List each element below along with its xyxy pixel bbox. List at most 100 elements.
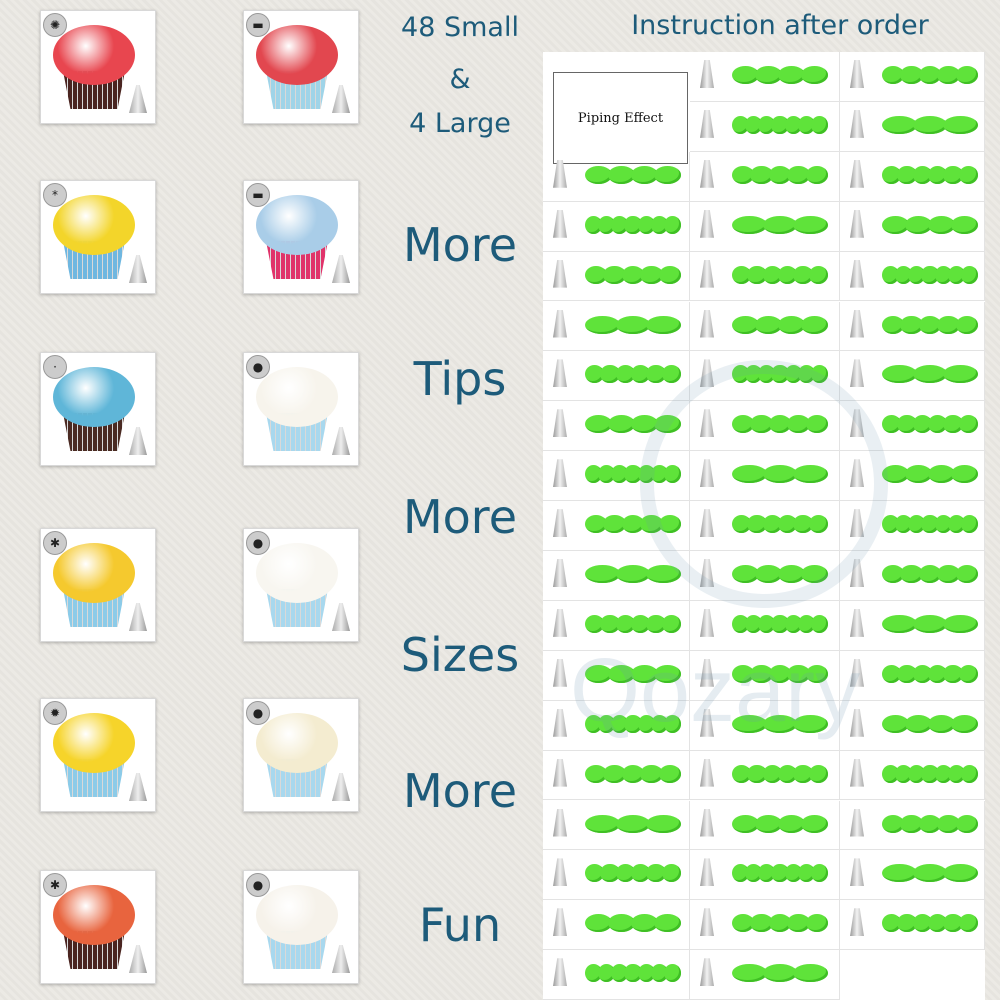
piping-tip-cell [690,451,840,502]
frosting [53,885,135,945]
piping-sample [882,465,978,484]
piping-sample [882,265,978,284]
nozzle-icon [129,255,147,283]
piping-sample [882,66,978,84]
nozzle-icon [553,958,567,987]
piping-tip-cell [690,251,840,302]
piping-sample [732,664,828,683]
piping-tip-cell [840,401,985,452]
cupcake-photo: ● [243,528,359,642]
frosting [256,543,338,603]
piping-sample [585,515,681,534]
nozzle-icon [129,603,147,631]
nozzle-icon [850,209,864,238]
cupcake-photo: ▬ [243,180,359,294]
cupcake-photo: ▬ [243,10,359,124]
nozzle-icon [553,209,567,238]
nozzle-icon [553,309,567,338]
frosting [53,713,135,773]
piping-tip-cell [543,800,690,851]
piping-sample [585,914,681,933]
piping-tip-cell [543,900,690,951]
nozzle-icon [850,758,864,787]
nozzle-icon [700,459,714,488]
nozzle-icon [700,60,714,88]
nozzle-icon [553,808,567,837]
tip-shape-icon: ✱ [43,531,67,555]
piping-tip-cell [840,201,985,252]
piping-tip-cell [690,700,840,751]
cupcake-photo: * [40,180,156,294]
nozzle-icon [553,658,567,687]
cupcake-photo: ✱ [40,870,156,984]
word-fun: Fun [418,898,502,952]
nozzle-icon [850,808,864,837]
piping-tip-cell [543,650,690,701]
nozzle-icon [553,459,567,488]
tip-shape-icon: ● [246,531,270,555]
piping-tip-cell [543,501,690,551]
nozzle-icon [700,309,714,338]
nozzle-icon [332,255,350,283]
nozzle-icon [700,958,714,987]
piping-tip-cell [840,101,985,152]
nozzle-icon [700,109,714,138]
piping-sample [585,664,681,683]
tip-shape-icon: ▬ [246,13,270,37]
piping-sample [585,565,681,583]
piping-tip-cell [543,201,690,252]
piping-tip-cell [840,151,985,202]
nozzle-icon [553,559,567,587]
piping-effect-chart: Piping Effect [543,52,985,1000]
nozzle-icon [332,945,350,973]
nozzle-icon [553,608,567,637]
nozzle-icon [850,658,864,687]
nozzle-icon [553,708,567,737]
piping-sample [585,365,681,384]
piping-sample [585,165,681,184]
piping-tip-cell [690,600,840,651]
tip-shape-icon: ● [246,873,270,897]
nozzle-icon [700,658,714,687]
piping-sample [882,864,978,883]
cupcake-photo: · [40,352,156,466]
headline-large-count: 4 Large [409,108,511,139]
nozzle-icon [553,409,567,438]
piping-sample [882,515,978,534]
nozzle-icon [850,359,864,388]
nozzle-icon [700,908,714,937]
piping-tip-cell [840,501,985,551]
headline-small-count: 48 Small [401,12,519,43]
nozzle-icon [332,85,350,113]
nozzle-icon [129,85,147,113]
piping-tip-cell [840,52,985,102]
piping-sample [585,864,681,883]
nozzle-icon [553,159,567,188]
piping-tip-cell [690,750,840,801]
piping-effect-label: Piping Effect [553,72,688,164]
frosting [53,195,135,255]
piping-tip-cell [690,101,840,152]
nozzle-icon [850,908,864,937]
tip-shape-icon: ● [246,701,270,725]
piping-tip-cell [543,750,690,801]
piping-sample [585,465,681,484]
piping-sample [882,215,978,234]
nozzle-icon [553,259,567,288]
piping-tip-cell [690,301,840,352]
nozzle-icon [332,773,350,801]
piping-tip-cell [543,700,690,751]
nozzle-icon [332,427,350,455]
word-more-3: More [402,764,518,818]
piping-tip-cell [840,551,985,601]
piping-tip-cell [840,251,985,302]
piping-sample [732,565,828,583]
nozzle-icon [129,945,147,973]
piping-sample [732,215,828,234]
piping-tip-cell [840,600,985,651]
piping-sample [585,964,681,983]
piping-tip-cell [690,551,840,601]
piping-tip-cell [840,750,985,801]
nozzle-icon [850,559,864,587]
nozzle-icon [850,259,864,288]
